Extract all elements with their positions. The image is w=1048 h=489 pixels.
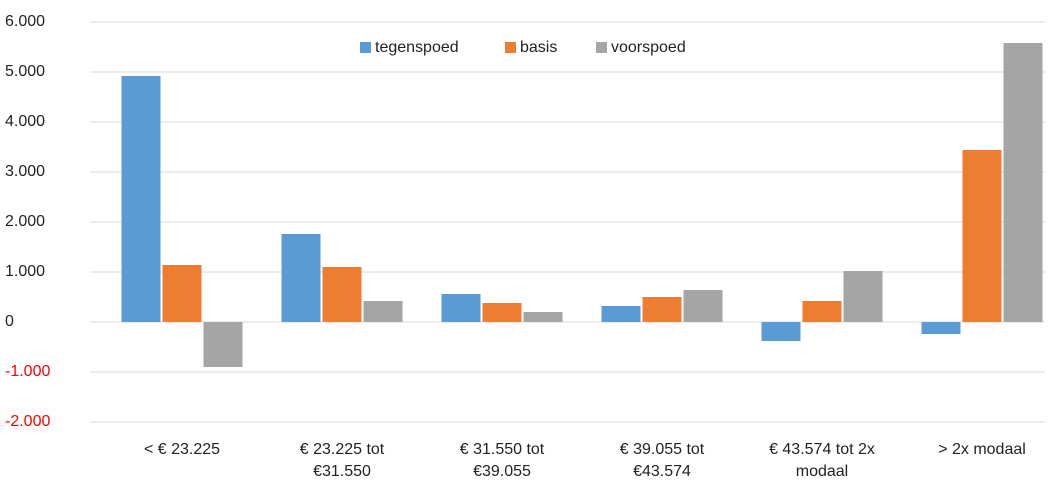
y-tick-label: 1.000	[5, 263, 45, 280]
bar	[482, 303, 522, 322]
y-tick-label: -1.000	[5, 363, 50, 380]
x-tick-label: > 2x modaal	[938, 441, 1026, 458]
bar	[683, 290, 723, 322]
y-tick-label: 5.000	[5, 63, 45, 80]
bar	[363, 301, 403, 322]
bar	[523, 312, 563, 322]
legend-swatch	[505, 42, 516, 53]
x-tick-label: € 43.574 tot 2x modaal	[769, 441, 875, 480]
bar	[601, 306, 641, 322]
bar	[441, 294, 481, 322]
legend-swatch	[360, 42, 371, 53]
bar	[642, 297, 682, 322]
bar	[921, 322, 961, 334]
y-tick-label: 6.000	[5, 13, 45, 30]
bar	[121, 76, 161, 322]
x-tick-label: < € 23.225	[143, 441, 221, 458]
y-tick-label: 0	[5, 313, 14, 330]
bar	[203, 322, 243, 367]
bar	[281, 234, 321, 322]
legend-label: tegenspoed	[375, 39, 459, 56]
bar	[761, 322, 801, 341]
legend-label: voorspoed	[611, 39, 686, 56]
y-tick-label: 3.000	[5, 163, 45, 180]
bar	[843, 271, 883, 322]
bar	[1003, 43, 1043, 322]
bar	[802, 301, 842, 322]
x-tick-label: € 39.055 tot €43.574	[619, 441, 705, 480]
bar	[962, 150, 1002, 322]
y-tick-label: -2.000	[5, 413, 50, 430]
y-tick-label: 4.000	[5, 113, 45, 130]
legend-label: basis	[520, 39, 557, 56]
bar	[322, 267, 362, 322]
y-tick-label: 2.000	[5, 213, 45, 230]
x-tick-label: € 23.225 tot €31.550	[299, 441, 385, 480]
bar	[162, 265, 202, 322]
legend-swatch	[596, 42, 607, 53]
x-tick-label: € 31.550 tot €39.055	[459, 441, 545, 480]
